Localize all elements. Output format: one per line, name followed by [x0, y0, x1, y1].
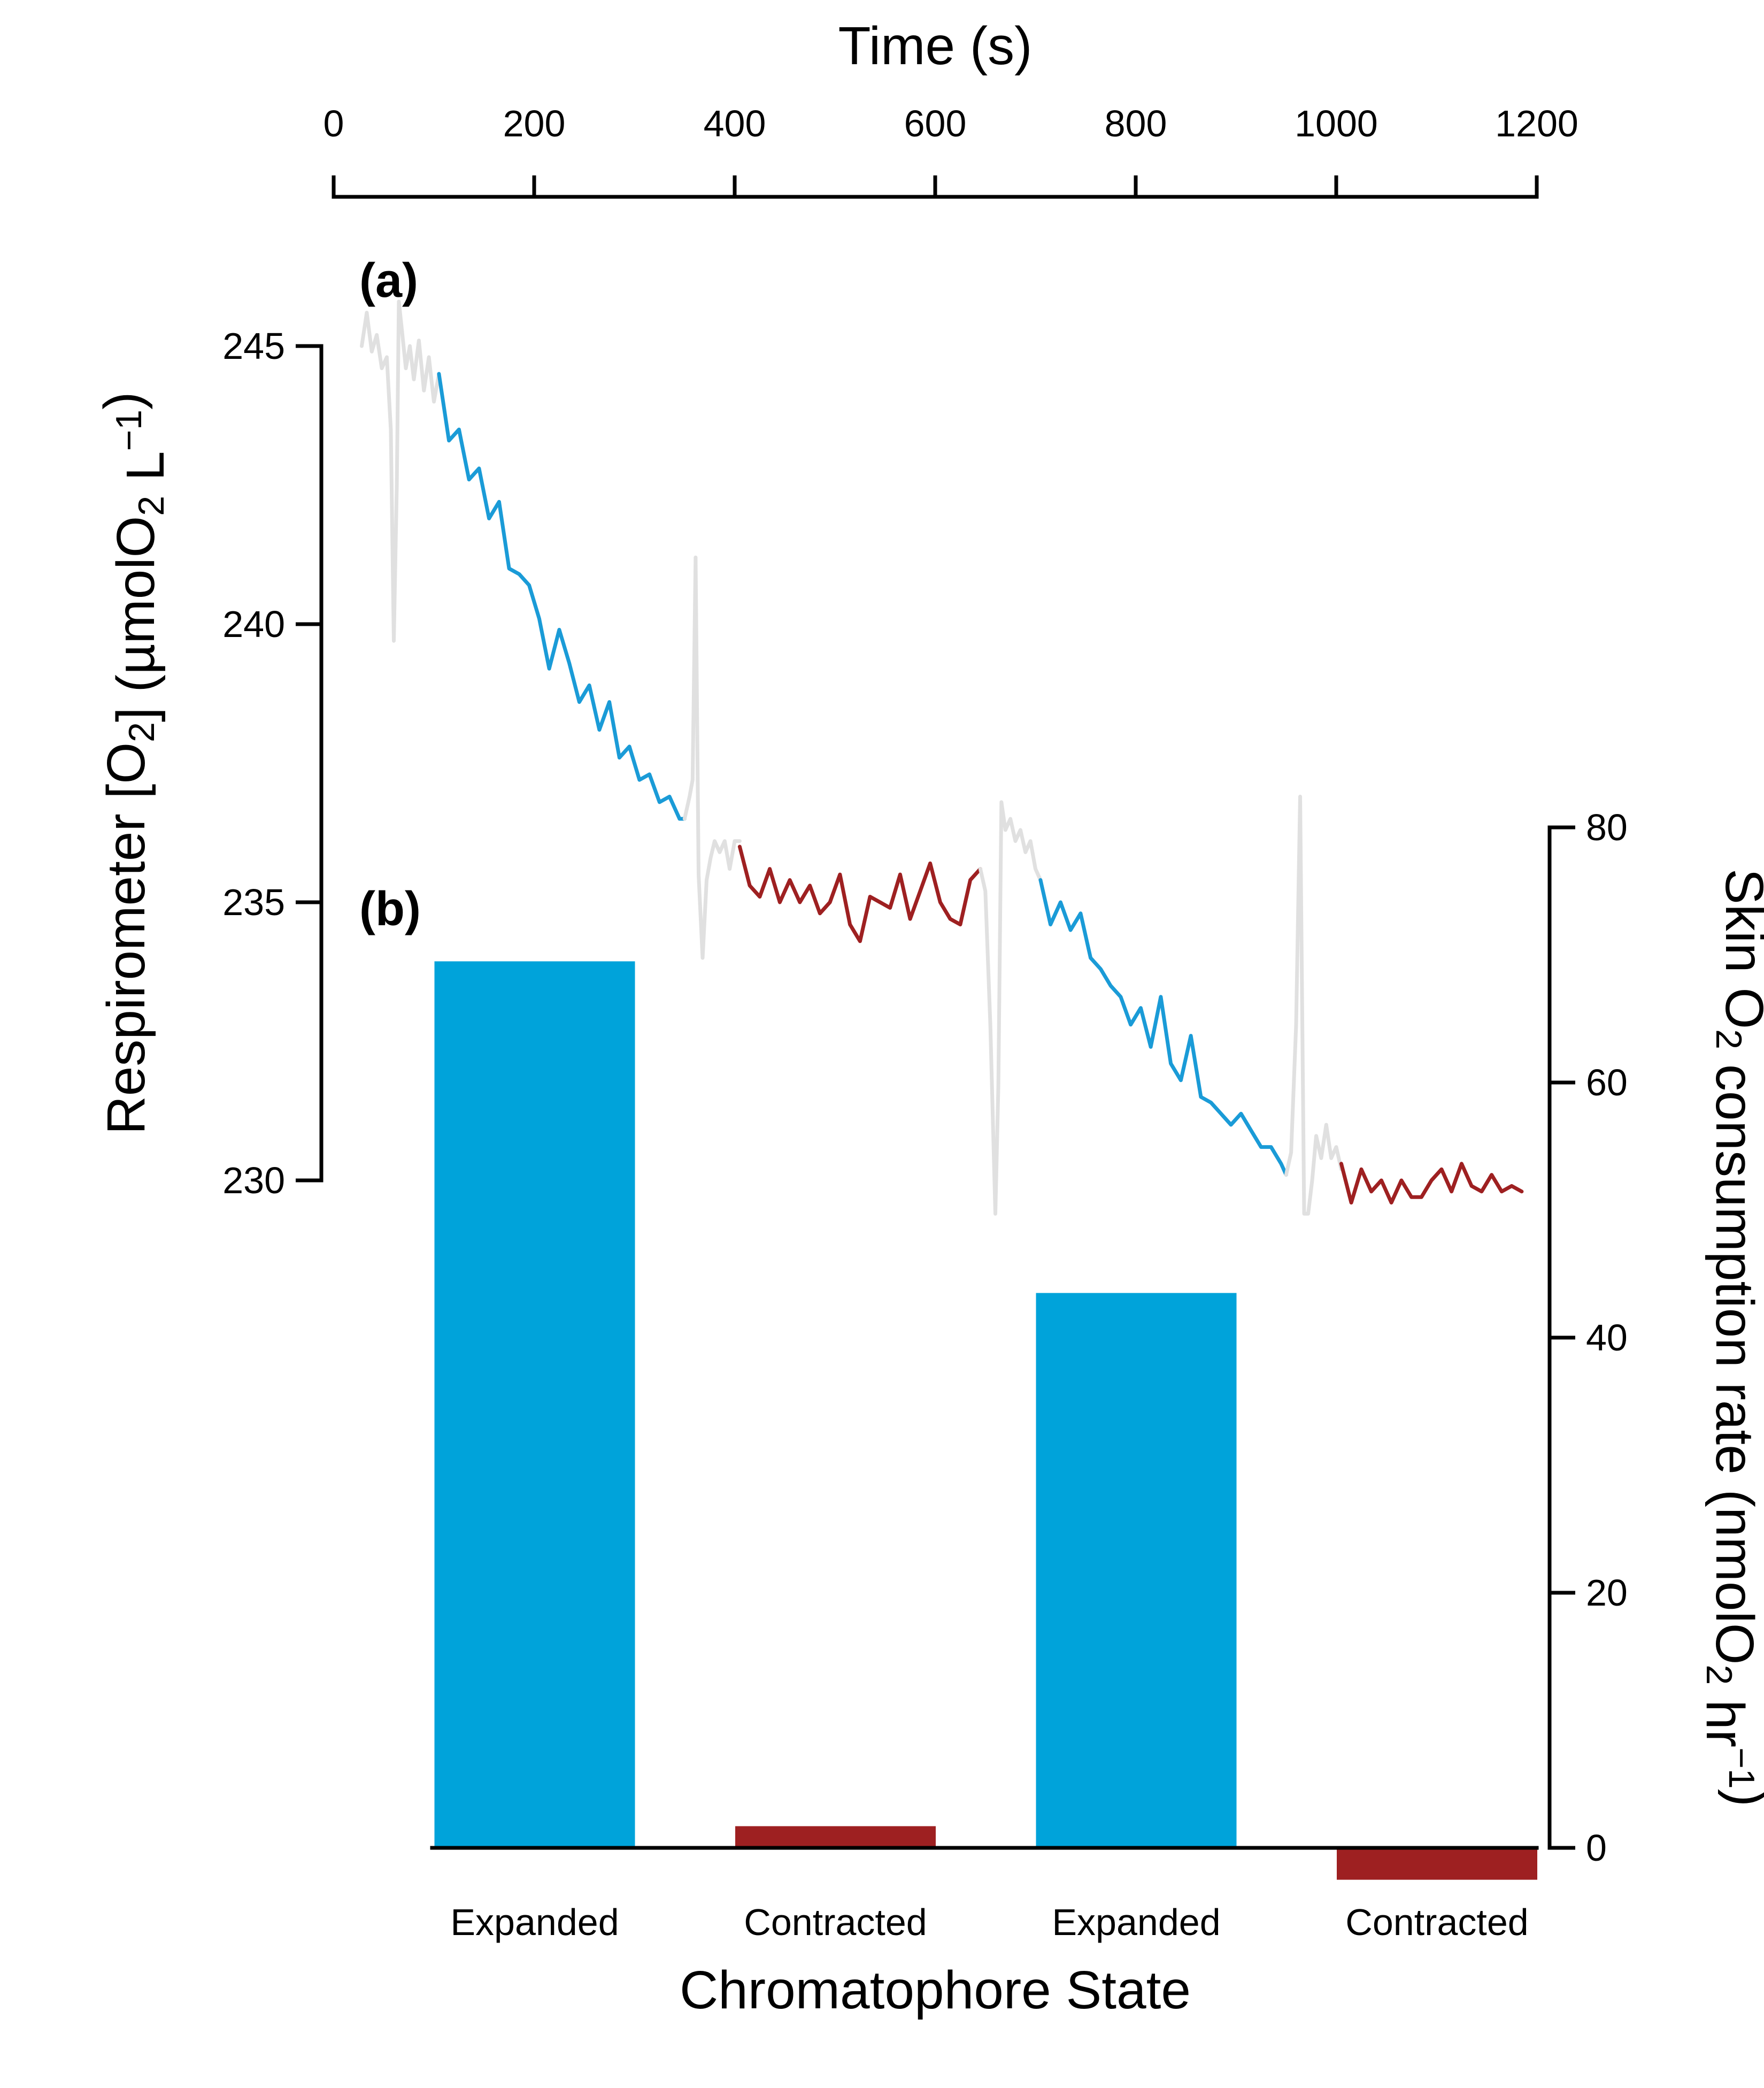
axis-title-part: −1	[1721, 1747, 1762, 1789]
bar-expanded	[1036, 1293, 1237, 1848]
category-label: Contracted	[744, 1901, 927, 1943]
trace-transition	[360, 300, 441, 643]
axis-title-part: −1	[109, 410, 149, 451]
bar-group	[434, 961, 1537, 1880]
o2-tick-label: 235	[222, 881, 285, 923]
trace-transition	[682, 555, 742, 960]
axis-title-part: consumption rate (nmolO	[1705, 1049, 1764, 1665]
axis-title-part: 2	[121, 722, 162, 742]
o2-axis: Respirometer [O2] (µmolO2 L−1) 230235240…	[93, 325, 323, 1201]
o2-tick-label: 240	[222, 603, 285, 645]
time-tick-label: 600	[904, 103, 967, 144]
axis-title-part: 2	[131, 496, 172, 516]
time-tick-label: 1000	[1295, 103, 1378, 144]
axis-title-part: )	[1717, 1789, 1764, 1807]
category-label: Contracted	[1345, 1901, 1528, 1943]
rate-tick-label: 20	[1586, 1572, 1628, 1614]
rate-tick-label: 60	[1586, 1062, 1628, 1103]
time-axis-title: Time (s)	[838, 16, 1033, 76]
trace-expanded	[437, 372, 687, 821]
rate-tick-label: 0	[1586, 1827, 1607, 1869]
axis-title-part: Skin O	[1714, 869, 1764, 1029]
time-axis: Time (s) 0 200 400 600 800 1000 1200	[323, 16, 1578, 199]
rate-axis-title: Skin O2 consumption rate (nmolO2 hr−1)	[1695, 869, 1764, 1807]
panel-label-b: (b)	[359, 882, 421, 936]
o2-tick-label: 230	[222, 1160, 285, 1201]
time-tick-label: 800	[1105, 103, 1167, 144]
trace-transition	[978, 800, 1043, 1216]
rate-tick-label: 80	[1586, 807, 1628, 848]
o2-axis-title: Respirometer [O2] (µmolO2 L−1)	[93, 392, 175, 1135]
time-tick-label: 400	[704, 103, 766, 144]
o2-tick-label: 245	[222, 325, 285, 367]
rate-axis: Skin O2 consumption rate (nmolO2 hr−1) 0…	[1547, 807, 1764, 1869]
axis-title-part: hr	[1695, 1685, 1755, 1747]
category-labels: Expanded Contracted Expanded Contracted	[450, 1901, 1528, 1943]
trace-transition	[1284, 794, 1343, 1216]
axis-title-part: ] (µmolO	[106, 516, 166, 722]
time-tick-label: 200	[503, 103, 566, 144]
trace-contracted	[737, 845, 982, 943]
bar-expanded	[434, 961, 635, 1848]
time-tick-label: 1200	[1495, 103, 1578, 144]
axis-title-part: Respirometer [O	[96, 742, 156, 1135]
axis-title-part: 2	[1699, 1665, 1739, 1685]
state-axis-title: Chromatophore State	[680, 1960, 1191, 2020]
time-tick-label: 0	[323, 103, 344, 144]
trace-expanded	[1038, 878, 1288, 1177]
axis-title-part: )	[93, 392, 153, 410]
axis-title-part: L	[115, 451, 175, 495]
trace-group	[360, 300, 1524, 1216]
trace-contracted	[1339, 1162, 1524, 1205]
axis-title-part: 2	[1708, 1029, 1749, 1049]
bar-contracted	[735, 1826, 936, 1848]
panel-label-a: (a)	[359, 254, 418, 308]
category-label: Expanded	[1052, 1901, 1220, 1943]
category-label: Expanded	[450, 1901, 619, 1943]
rate-tick-label: 40	[1586, 1317, 1628, 1358]
bar-contracted	[1337, 1848, 1537, 1880]
